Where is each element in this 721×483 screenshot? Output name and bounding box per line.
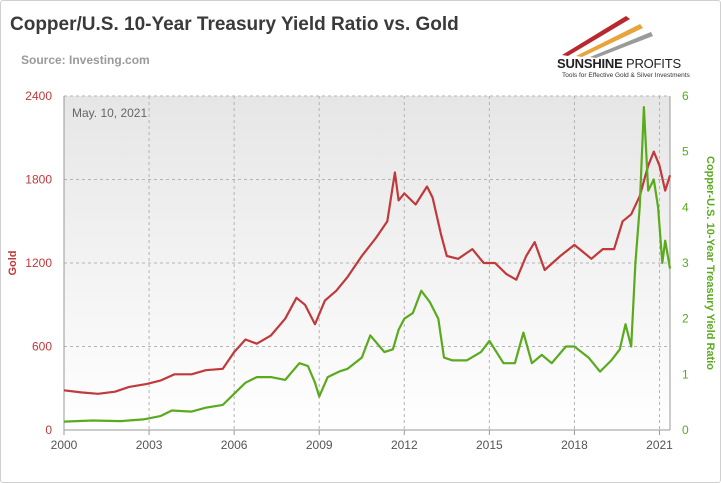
date-annotation: May. 10, 2021: [72, 106, 147, 120]
y-left-tick-label: 600: [32, 340, 52, 354]
logo-name-light: PROFITS: [622, 56, 681, 71]
logo-ray-gray: [590, 32, 653, 58]
y-right-tick-label: 3: [682, 256, 689, 270]
logo-ray-red: [562, 16, 630, 56]
y-axis-label-right: Copper-U.S. 10-Year Treasury Yield Ratio: [704, 156, 716, 370]
x-tick-label: 2021: [646, 438, 673, 452]
y-right-tick-label: 4: [682, 200, 689, 214]
x-tick-label: 2003: [136, 438, 163, 452]
x-tick-label: 2012: [391, 438, 418, 452]
grid-lines: [64, 95, 670, 430]
ratio-series-line: [63, 105, 672, 423]
y-right-tick-label: 1: [682, 367, 689, 381]
x-tick-label: 2009: [306, 438, 333, 452]
x-tick-label: 2018: [561, 438, 588, 452]
sunshine-profits-logo: [562, 16, 653, 58]
logo-name-bold: SUNSHINE: [557, 56, 623, 71]
chart-source: Source: Investing.com: [21, 53, 150, 67]
y-left-tick-label: 1200: [25, 256, 52, 270]
gold-series-line: [63, 150, 672, 395]
y-left-tick-label: 0: [45, 423, 52, 437]
y-left-tick-label: 1800: [25, 173, 52, 187]
y-right-tick-label: 6: [682, 89, 689, 103]
logo-tagline: Tools for Effective Gold & Silver Invest…: [562, 72, 690, 79]
y-left-tick-label: 2400: [25, 89, 52, 103]
x-tick-label: 2015: [476, 438, 503, 452]
y-axis-label-left: Gold: [7, 250, 19, 275]
y-right-tick-label: 0: [682, 423, 689, 437]
chart-title: Copper/U.S. 10-Year Treasury Yield Ratio…: [10, 14, 459, 35]
x-tick-label: 2006: [221, 438, 248, 452]
x-tick-label: 2000: [51, 438, 78, 452]
logo-ray-orange: [576, 24, 643, 57]
y-right-tick-label: 5: [682, 145, 689, 159]
logo-name: SUNSHINE PROFITS: [557, 56, 681, 71]
y-right-tick-label: 2: [682, 312, 689, 326]
